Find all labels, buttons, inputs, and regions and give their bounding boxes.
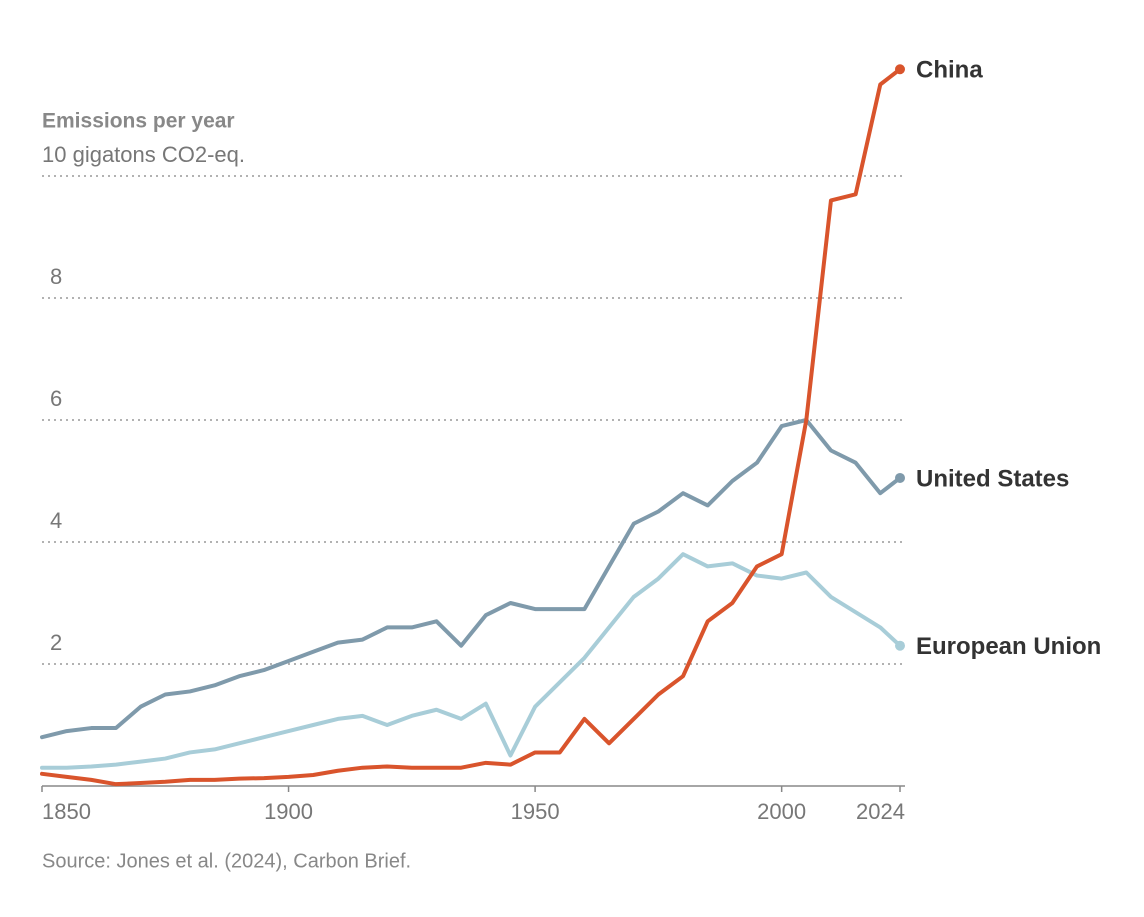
y-tick-label: 4 [50, 508, 62, 533]
y-axis-label: Emissions per year [42, 110, 235, 133]
x-tick-label: 2000 [757, 799, 806, 824]
end-dot [895, 64, 905, 75]
x-tick-label: 2024 [856, 799, 905, 824]
series-label: European Union [916, 633, 1101, 660]
y-tick-label: 6 [50, 386, 62, 411]
source: Source: Jones et al. (2024), Carbon Brie… [42, 850, 411, 872]
end-dot [895, 640, 905, 651]
y-tick-label: 10 gigatons CO2-eq. [42, 142, 245, 167]
x-tick-label: 1950 [511, 799, 560, 824]
series-label: United States [916, 465, 1069, 492]
end-dot [895, 472, 905, 483]
x-tick-label: 1900 [264, 799, 313, 824]
series-line [40, 67, 902, 787]
series-line [40, 418, 902, 740]
series-line [40, 552, 902, 770]
y-tick-label: 8 [50, 264, 62, 289]
x-tick-label: 1850 [42, 799, 91, 824]
series-label: China [916, 57, 983, 84]
y-tick-label: 2 [50, 630, 62, 655]
